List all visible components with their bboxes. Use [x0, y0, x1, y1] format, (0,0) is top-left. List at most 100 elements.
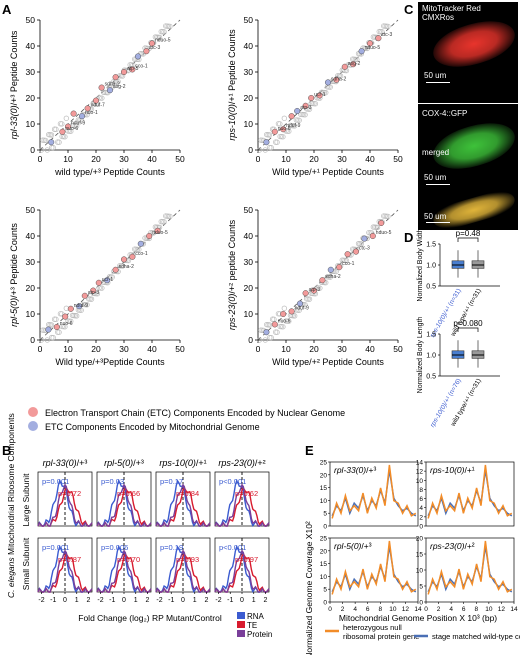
mutant-coverage-line — [331, 540, 417, 595]
y-tick-label: 6 — [419, 496, 423, 503]
data-point — [112, 74, 119, 81]
y-tick-label: 1.0 — [426, 353, 436, 360]
data-point — [280, 126, 287, 133]
legend-protein-swatch — [237, 630, 245, 637]
scale-bar — [426, 222, 450, 223]
protein-curve — [37, 483, 93, 527]
y-tick-label: 40 — [244, 41, 254, 51]
data-point — [311, 287, 318, 294]
x-tick-label: 10 — [63, 344, 73, 354]
background-point — [256, 337, 263, 343]
data-point — [327, 266, 334, 273]
mutant-coverage-line — [331, 464, 417, 519]
x-tick-label: 2 — [341, 606, 345, 613]
x-tick-label: 10 — [281, 344, 291, 354]
x-tick-label: 6 — [366, 606, 370, 613]
data-point — [297, 300, 304, 307]
x-tick-label: 30 — [337, 344, 347, 354]
distribution-plot: p=0.03 p=0.66 — [96, 471, 152, 528]
distribution-plot: p<0.001 p=0.62 — [214, 471, 270, 528]
data-point — [358, 48, 365, 55]
background-point — [161, 219, 167, 225]
point-label: nuo-6 — [278, 126, 291, 132]
micrograph-merged: merged 50 um — [418, 148, 518, 234]
background-point — [56, 329, 62, 335]
micrograph-label: MitoTracker Red CMXRos — [422, 4, 481, 22]
protein-curve — [155, 549, 211, 593]
data-point — [154, 227, 161, 234]
panel-b-letter: B — [2, 443, 11, 458]
control-coverage-line — [331, 545, 417, 593]
y-tick-label: 40 — [244, 231, 254, 241]
data-point — [148, 40, 155, 47]
point-label: asg-2 — [348, 61, 361, 67]
y-tick-label: 25 — [320, 536, 328, 543]
background-point — [385, 213, 391, 220]
background-point — [99, 95, 105, 101]
point-label: ucr-1 — [102, 277, 114, 283]
y-tick-label: 0.5 — [426, 374, 436, 381]
x-tick-label: 0 — [122, 597, 126, 604]
background-point — [280, 324, 286, 330]
significance-bracket — [457, 237, 479, 242]
data-point — [341, 63, 348, 70]
point-label: atp-5 — [127, 66, 139, 72]
x-tick-label: 40 — [147, 344, 157, 354]
data-point — [263, 139, 270, 146]
point-label: nuo-6 — [65, 126, 78, 132]
p-value-te: p=0.87 — [58, 555, 81, 564]
legend-nuclear-text: Electron Transport Chain (ETC) Component… — [45, 408, 345, 418]
p-value-rna: p=0.006 — [101, 543, 128, 552]
p-value-te: p=0.66 — [117, 489, 140, 498]
y-tick-label: 20 — [320, 548, 328, 555]
x-tick-label: 2 — [205, 597, 209, 604]
x-tick-label: -2 — [97, 597, 103, 604]
y-axis-label: rpl-5(0)/+³ Peptide Counts — [9, 223, 19, 327]
data-point — [302, 290, 309, 297]
x-tick-label: 20 — [91, 344, 101, 354]
y-axis-label: Normalized Body Width — [417, 228, 424, 301]
worm-image-red — [428, 13, 520, 75]
protein-curve — [214, 483, 270, 527]
data-point — [263, 329, 270, 336]
background-point — [306, 296, 313, 302]
x-tick-label: 40 — [365, 344, 375, 354]
point-label: nuo-6 — [60, 321, 73, 327]
data-point — [120, 256, 127, 263]
x-tick-label: 10 — [389, 606, 397, 613]
x-tick-label: 4 — [449, 606, 453, 613]
x-tick-label: -1 — [50, 597, 56, 604]
data-point — [378, 219, 385, 226]
x-tick-label: -1 — [168, 597, 174, 604]
y-tick-label: 0 — [419, 524, 423, 531]
x-tick-label: 50 — [393, 344, 403, 354]
plot-frame — [329, 537, 419, 603]
data-point — [137, 240, 144, 247]
panel-a-scatter-plots: 0010102020303040405050nuo-6nduf-9nuo-1nd… — [9, 15, 403, 367]
panel-e-letter: E — [305, 443, 314, 458]
y-tick-label: 4 — [419, 505, 423, 512]
data-point — [112, 266, 119, 273]
identity-line — [257, 209, 399, 341]
background-point — [115, 78, 121, 85]
coverage-plot-1: 0 5 10 15 20 25 rpl-33(0)/+³ — [320, 460, 419, 531]
data-point — [319, 277, 326, 284]
x-tick-label: 20 — [309, 344, 319, 354]
significance-bracket — [457, 327, 479, 332]
column-title: rpl-5(0)/+³ — [104, 458, 144, 468]
data-point — [333, 76, 340, 83]
x-tick-label: 50 — [175, 154, 185, 164]
background-point — [337, 73, 344, 79]
background-point — [62, 134, 68, 140]
distribution-plot: p=0.006 p=0.70 -2 -1 0 1 2 — [96, 537, 152, 604]
point-label: asg-2 — [113, 84, 126, 90]
scatter-plot-3: 00 10 10 20 20 30 30 40 40 50 50 nuo-6 nduf-9 atp-3 uc… — [9, 205, 185, 367]
point-label: cco-1 — [342, 261, 354, 267]
data-point — [271, 321, 278, 328]
point-label: nduf-7 — [91, 102, 105, 108]
point-label: atp-3 — [88, 290, 100, 296]
y-tick-label: 0 — [323, 600, 327, 607]
x-tick-label: 0 — [181, 597, 185, 604]
background-point — [262, 337, 268, 343]
x-tick-label: 8 — [378, 606, 382, 613]
